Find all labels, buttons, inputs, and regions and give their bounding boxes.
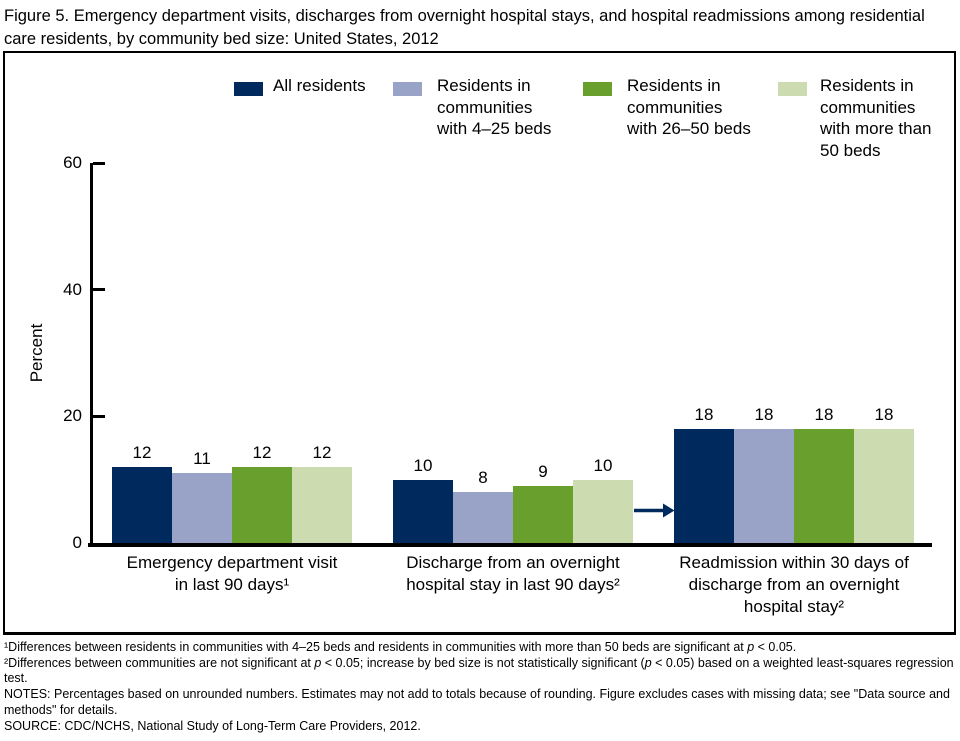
bar xyxy=(734,429,794,543)
footnote: ¹Differences between residents in commun… xyxy=(4,640,797,654)
bar-value-label: 18 xyxy=(814,405,834,424)
bar-value-label: 18 xyxy=(694,405,714,424)
bar xyxy=(794,429,854,543)
bar xyxy=(393,480,453,543)
legend-label-line: Residents in xyxy=(627,76,721,95)
y-tick-mark xyxy=(93,288,105,292)
x-category-label: Discharge from an overnight hospital stay… xyxy=(353,552,673,596)
y-tick-label: 60 xyxy=(63,153,82,172)
legend-label-line: Residents in xyxy=(437,76,531,95)
bar xyxy=(292,467,352,543)
legend-label: Residents in communities with more than 50 … xyxy=(820,75,932,161)
legend-label-line: communities xyxy=(820,97,916,117)
x-category-label: Readmission within 30 days of discharge f… xyxy=(634,552,954,618)
x-category-line: hospital stay² xyxy=(743,597,845,616)
x-category-label: Emergency department visit in last 90 day… xyxy=(72,552,392,596)
footnotes: ¹Differences between residents in commun… xyxy=(4,640,955,734)
legend-label-line: 50 beds xyxy=(820,140,881,160)
bar-value-label: 8 xyxy=(478,468,488,487)
bar xyxy=(513,486,573,543)
bar-value-label: 18 xyxy=(874,405,894,424)
legend-label-line: All residents xyxy=(273,76,366,95)
x-category-line: in last 90 days¹ xyxy=(174,575,290,594)
legend-swatch xyxy=(583,82,612,96)
bar-value-label: 11 xyxy=(193,449,211,468)
bar xyxy=(573,480,633,543)
x-category-line: Emergency department visit xyxy=(126,553,338,572)
legend-label-line: Residents in xyxy=(820,76,914,95)
figure-title: Figure 5. Emergency department visits, d… xyxy=(4,7,925,48)
legend-label-line: with 4–25 beds xyxy=(437,119,552,138)
y-tick-label: 40 xyxy=(63,279,82,299)
bar xyxy=(232,467,292,543)
legend-label-line: with 26–50 beds xyxy=(627,119,751,138)
legend-swatch xyxy=(778,82,807,96)
footnote: NOTES: Percentages based on unrounded nu… xyxy=(4,687,950,717)
bar xyxy=(172,473,232,543)
bar-value-label: 12 xyxy=(132,443,152,462)
bar-value-label: 10 xyxy=(413,456,433,475)
y-tick-label: 20 xyxy=(63,406,82,426)
bar xyxy=(854,429,914,543)
legend-swatch xyxy=(234,82,263,96)
arrow-annotation-icon xyxy=(634,503,675,518)
bar xyxy=(453,492,513,543)
legend-label: Residents in communities with 26–50 beds xyxy=(627,75,751,140)
footnote: ²Differences between communities are not… xyxy=(4,655,954,686)
y-tick-mark xyxy=(93,161,105,165)
y-axis-title: Percent xyxy=(27,323,46,383)
y-axis-line xyxy=(90,163,93,546)
x-category-line: Discharge from an overnight xyxy=(406,553,620,572)
bar-value-label: 12 xyxy=(312,443,332,462)
legend-label-line: with more than xyxy=(820,119,932,138)
x-category-line: Readmission within 30 days of xyxy=(679,553,909,572)
legend-label-line: communities xyxy=(627,97,723,117)
x-category-line: discharge from an overnight xyxy=(688,575,900,594)
bar-value-label: 9 xyxy=(538,462,548,481)
legend-swatch xyxy=(393,82,422,96)
legend-label: Residents in communities with 4–25 beds xyxy=(437,75,551,140)
bar-value-label: 10 xyxy=(593,456,613,475)
legend-label-line: communities xyxy=(437,97,533,117)
x-category-line: hospital stay in last 90 days² xyxy=(406,575,620,594)
bar-value-label: 12 xyxy=(252,443,272,462)
y-tick-label: 0 xyxy=(72,533,82,552)
bar-value-label: 18 xyxy=(754,405,774,424)
bar xyxy=(674,429,734,543)
x-axis-line xyxy=(88,543,932,547)
bar xyxy=(112,467,172,543)
footnote: SOURCE: CDC/NCHS, National Study of Long… xyxy=(4,718,421,733)
legend-label: All residents xyxy=(273,75,366,97)
y-tick-mark xyxy=(93,414,105,418)
